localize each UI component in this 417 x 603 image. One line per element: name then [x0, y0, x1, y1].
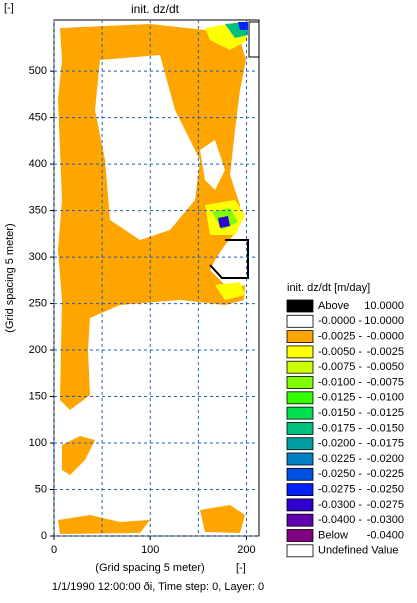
x-unit: [-] — [236, 562, 246, 574]
legend-label: -0.0100 — [367, 392, 404, 404]
legend-label: 10.0000 — [364, 315, 404, 327]
legend-swatch — [286, 360, 314, 374]
legend-label: -0.0275 - — [318, 484, 362, 496]
legend-label: -0.0050 — [367, 361, 404, 373]
y-tick-label: 0 — [41, 530, 47, 542]
legend-swatch — [286, 330, 314, 344]
legend-label: -0.0400 - — [318, 514, 362, 526]
legend-label: -0.0150 — [367, 422, 404, 434]
legend-label: -0.0250 - — [318, 468, 362, 480]
legend-label: -0.0200 — [367, 453, 404, 465]
y-tick-label: 300 — [29, 251, 47, 263]
unit-label: [-] — [4, 2, 14, 14]
legend-swatch — [286, 498, 314, 512]
legend-label: -0.0175 - — [318, 422, 362, 434]
legend-swatch — [286, 314, 314, 328]
legend-label: -0.0125 - — [318, 392, 362, 404]
legend-label: -0.0150 - — [318, 407, 362, 419]
legend-swatch — [286, 467, 314, 481]
legend-swatch — [286, 544, 314, 558]
legend-swatch — [286, 299, 314, 313]
y-tick-label: 450 — [29, 112, 47, 124]
y-tick-label: 350 — [29, 205, 47, 217]
legend-label: -0.0225 - — [318, 453, 362, 465]
legend-label: -0.0300 — [367, 514, 404, 526]
legend-label: -0.0025 — [367, 346, 404, 358]
legend-swatch — [286, 391, 314, 405]
legend-swatch — [286, 513, 314, 527]
y-axis-label: (Grid spacing 5 meter) — [4, 223, 16, 332]
y-tick-label: 150 — [29, 390, 47, 402]
footer: 1/1/1990 12:00:00 ði, Time step: 0, Laye… — [52, 581, 264, 593]
x-tick-label: 100 — [141, 544, 159, 556]
legend-label: -0.0200 - — [318, 438, 362, 450]
legend-swatch — [286, 421, 314, 435]
x-tick-label: 200 — [237, 544, 255, 556]
legend-label: -0.0000 - — [318, 315, 362, 327]
legend-label: -0.0050 - — [318, 346, 362, 358]
legend-label: -0.0075 — [367, 376, 404, 388]
legend-label: -0.0275 — [367, 499, 404, 511]
y-tick-label: 400 — [29, 158, 47, 170]
legend-label: -0.0250 — [367, 484, 404, 496]
legend-label: -0.0025 - — [318, 331, 362, 343]
legend-title: init. dz/dt [m/day] — [287, 282, 370, 294]
legend-label: -0.0300 - — [318, 499, 362, 511]
y-tick-label: 250 — [29, 297, 47, 309]
legend-swatch — [286, 345, 314, 359]
legend-swatch — [286, 406, 314, 420]
legend-label: Above — [318, 300, 349, 312]
y-tick-label: 500 — [29, 65, 47, 77]
legend-swatch — [286, 529, 314, 542]
legend-label: 10.0000 — [364, 300, 404, 312]
legend-label: -0.0075 - — [318, 361, 362, 373]
legend-swatch — [286, 483, 314, 497]
legend-label: -0.0175 — [367, 438, 404, 450]
x-axis-label: (Grid spacing 5 meter) — [95, 562, 204, 574]
legend-label: Below — [318, 529, 348, 541]
chart-title: init. dz/dt — [131, 2, 180, 16]
legend-swatch — [286, 376, 314, 389]
field — [58, 21, 260, 534]
legend-swatch — [286, 452, 314, 466]
x-tick-label: 0 — [51, 544, 57, 556]
y-tick-label: 100 — [29, 437, 47, 449]
legend-label: -0.0100 - — [318, 376, 362, 388]
legend-label: Undefined Value — [318, 545, 399, 557]
legend-label: -0.0400 — [367, 529, 404, 541]
y-tick-label: 50 — [35, 483, 47, 495]
legend-label: -0.0225 — [367, 468, 404, 480]
y-tick-label: 200 — [29, 344, 47, 356]
legend-label: -0.0000 — [367, 331, 404, 343]
legend-label: -0.0125 — [367, 407, 404, 419]
legend-swatch — [286, 437, 314, 451]
